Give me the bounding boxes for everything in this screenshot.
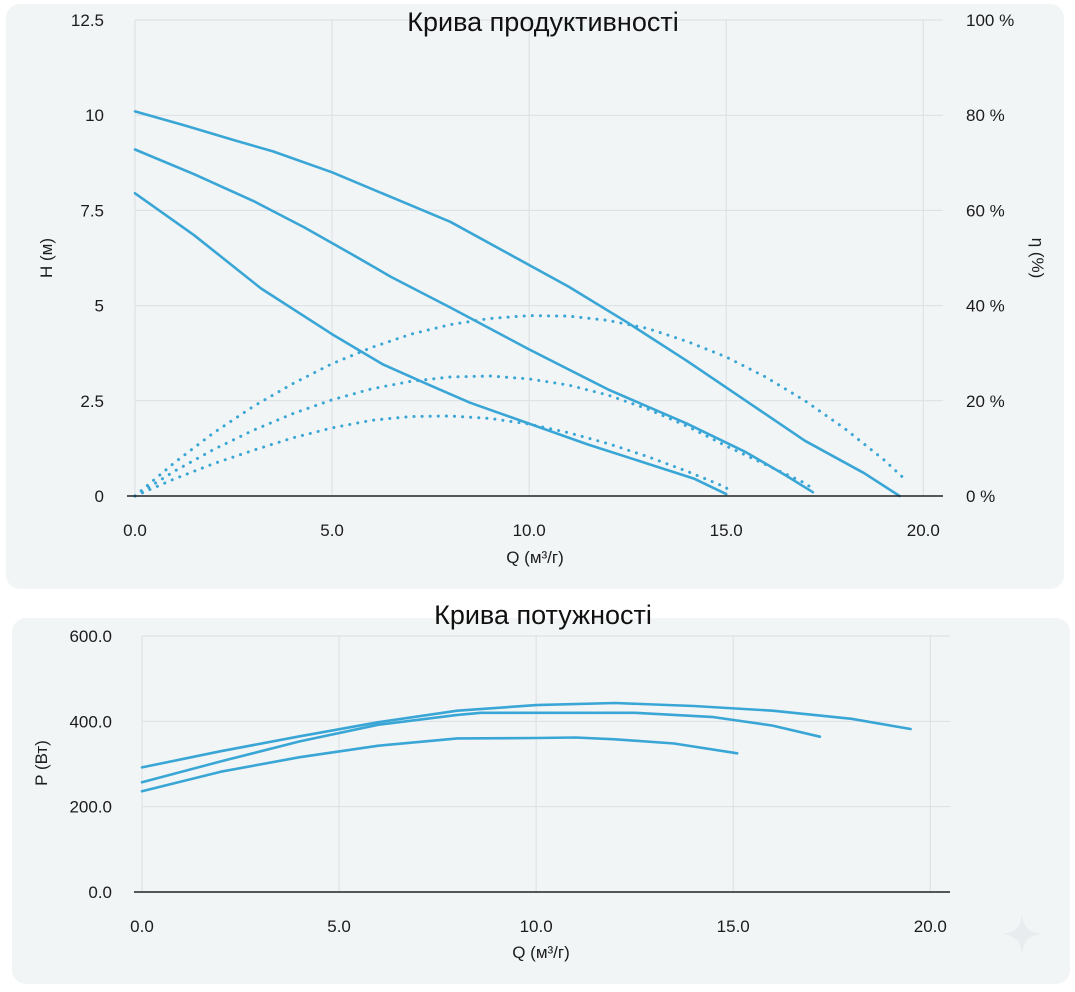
x-tick-label: 0.0 xyxy=(123,521,147,540)
performance-chart-panel xyxy=(6,4,1064,589)
performance-x-axis-label: Q (м³/г) xyxy=(506,548,564,567)
y2-tick-label: 80 % xyxy=(966,106,1005,125)
y2-tick-label: 100 % xyxy=(966,11,1014,30)
efficiency-curve-4 xyxy=(133,314,909,498)
efficiency-curve-5 xyxy=(133,374,815,498)
y2-tick-label: 40 % xyxy=(966,297,1005,316)
x-tick-label: 10.0 xyxy=(513,521,546,540)
y-tick-label: 12.5 xyxy=(71,11,104,30)
y2-tick-label: 60 % xyxy=(966,201,1005,220)
y2-tick-label: 20 % xyxy=(966,392,1005,411)
y-tick-label: 2.5 xyxy=(80,392,104,411)
curve-3 xyxy=(133,192,728,496)
power-chart-panel xyxy=(12,618,1070,984)
y-tick-label: 10 xyxy=(85,106,104,125)
y-tick-label: 5 xyxy=(95,297,104,316)
x-tick-label: 5.0 xyxy=(320,521,344,540)
curve-2 xyxy=(133,148,815,494)
sparkle-watermark-icon xyxy=(1002,914,1042,954)
performance-y-axis-label: H (м) xyxy=(37,238,56,278)
performance-chart-title: Крива продуктивності xyxy=(407,7,678,37)
performance-curve-chart: 0.0 5.0 10.0 15.0 20.0 0 2.5 5 7.5 10 12.5 0 % 20 % 4… xyxy=(37,7,1047,567)
efficiency-y-axis-label: η (%) xyxy=(1028,238,1047,279)
efficiency-curve-6 xyxy=(133,414,732,498)
y2-tick-label: 0 % xyxy=(966,487,995,506)
x-tick-label: 15.0 xyxy=(710,521,743,540)
curve-1 xyxy=(133,110,901,498)
y-tick-label: 0 xyxy=(95,487,104,506)
x-tick-label: 20.0 xyxy=(907,521,940,540)
y-tick-label: 7.5 xyxy=(80,201,104,220)
